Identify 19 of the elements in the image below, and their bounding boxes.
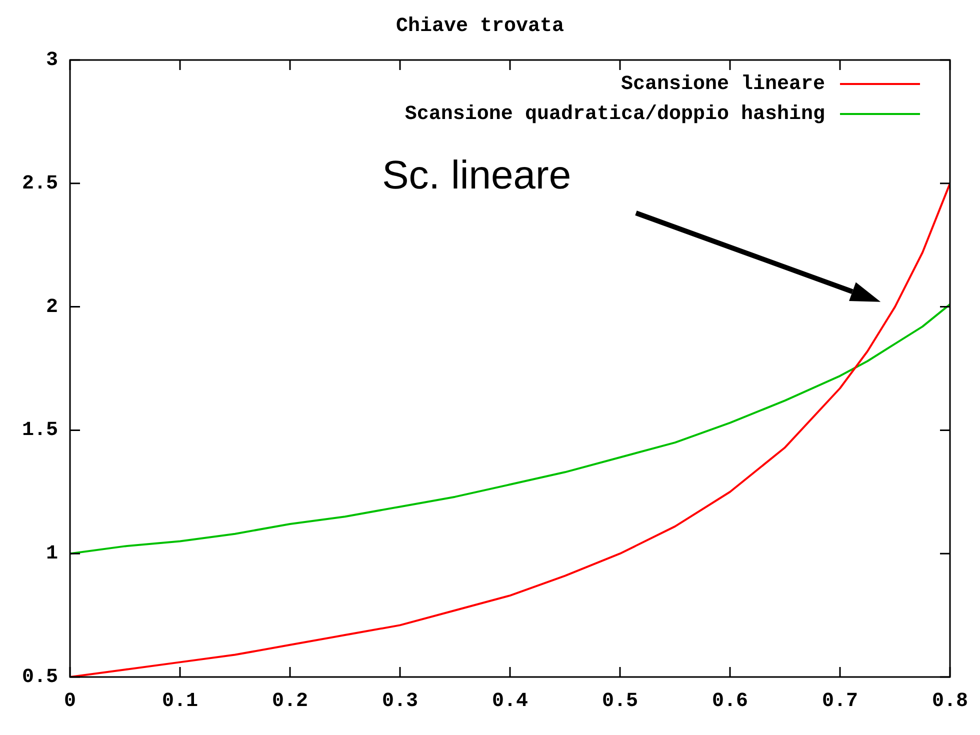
x-tick-label: 0.3 <box>382 690 418 714</box>
x-tick-label: 0 <box>64 690 76 714</box>
legend-label: Scansione lineare <box>620 73 825 96</box>
chart-title: Chiave trovata <box>396 15 564 38</box>
y-tick-label: 2 <box>46 296 58 319</box>
y-tick-label: 3 <box>46 49 58 72</box>
y-tick-label: 1 <box>46 542 58 566</box>
legend-label: Scansione quadratica/doppio hashing <box>404 103 825 126</box>
x-tick-label: 0.7 <box>822 690 858 714</box>
x-tick-label: 0.2 <box>272 690 308 714</box>
x-tick-label: 0.1 <box>162 690 198 714</box>
y-tick-label: 0.5 <box>22 666 58 690</box>
y-tick-label: 2.5 <box>22 172 58 196</box>
y-tick-label: 1.5 <box>22 419 58 442</box>
x-tick-label: 0.5 <box>602 690 638 714</box>
x-tick-label: 0.6 <box>712 690 748 714</box>
annotation: Sc. lineare <box>382 153 572 198</box>
x-tick-label: 0.8 <box>932 690 968 714</box>
x-tick-label: 0.4 <box>492 690 528 714</box>
